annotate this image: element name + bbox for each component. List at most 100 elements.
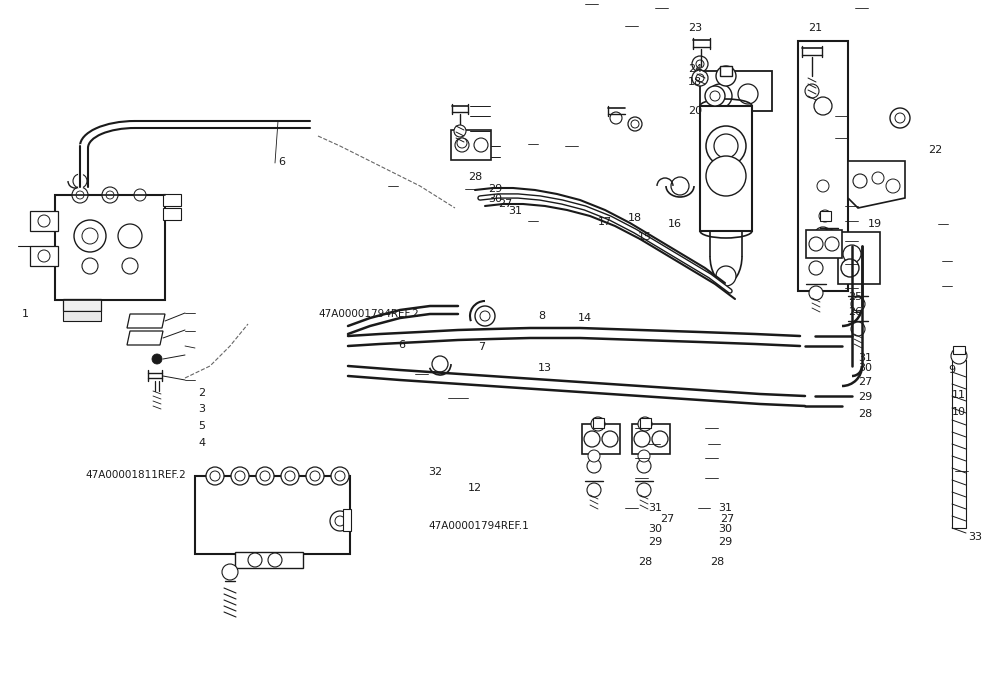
Text: 2: 2 [198,389,205,398]
Text: 30: 30 [718,524,732,533]
Text: 23: 23 [688,24,702,33]
Bar [952,360,966,528]
Bar [235,552,303,568]
Circle shape [708,84,732,108]
Text: 47A00001811REF.2: 47A00001811REF.2 [85,470,186,479]
Circle shape [260,471,270,481]
Polygon shape [848,161,905,208]
Text: 5: 5 [198,421,205,431]
Circle shape [268,553,282,567]
Text: 17: 17 [598,217,612,226]
Circle shape [588,450,600,462]
Text: 29: 29 [858,393,872,402]
Circle shape [454,125,466,137]
Circle shape [814,227,832,245]
Circle shape [671,177,689,195]
Circle shape [895,113,905,123]
Bar [953,346,965,354]
Text: 30: 30 [858,364,872,373]
Circle shape [853,174,867,188]
Bar [30,211,58,231]
Circle shape [610,112,622,124]
Text: 28: 28 [858,409,872,418]
Text: 4: 4 [198,438,205,448]
Polygon shape [127,331,163,345]
Text: 28: 28 [638,558,652,567]
Text: 31: 31 [858,354,872,363]
Text: 30: 30 [488,195,502,204]
Bar [798,41,848,291]
Circle shape [814,97,832,115]
Circle shape [591,417,605,431]
Text: 29: 29 [488,185,502,194]
Circle shape [306,467,324,485]
Circle shape [335,471,345,481]
Circle shape [72,187,88,203]
Circle shape [38,250,50,262]
Text: 6: 6 [278,158,285,167]
Circle shape [73,174,87,188]
Circle shape [822,229,836,243]
Circle shape [696,74,704,82]
Text: 7: 7 [478,342,485,352]
Text: 13: 13 [538,364,552,373]
Circle shape [890,108,910,128]
Circle shape [602,431,618,447]
Circle shape [851,297,865,311]
Text: 18: 18 [628,213,642,222]
Circle shape [823,238,835,250]
Bar [593,418,604,428]
Circle shape [706,156,746,196]
Bar [55,195,165,300]
Circle shape [331,467,349,485]
Circle shape [584,431,600,447]
Circle shape [692,70,708,86]
Bar [806,230,842,258]
Text: 47A00001794REF.1: 47A00001794REF.1 [428,521,529,531]
Circle shape [716,266,736,286]
Bar [632,424,670,454]
Circle shape [692,56,708,72]
Circle shape [480,311,490,321]
Text: 11: 11 [952,391,966,400]
Circle shape [825,237,839,251]
Circle shape [851,322,865,336]
Circle shape [474,138,488,152]
Text: 25: 25 [848,293,862,302]
Circle shape [652,431,668,447]
Text: 47A00001794REF.2: 47A00001794REF.2 [318,310,419,319]
Text: 27: 27 [660,514,674,524]
Circle shape [82,258,98,274]
Bar [640,418,651,428]
Bar [720,66,732,76]
Text: 28: 28 [710,558,724,567]
Text: 15: 15 [638,232,652,241]
Text: 19: 19 [868,220,882,229]
Text: 20: 20 [688,106,702,116]
Circle shape [872,172,884,184]
Polygon shape [127,314,165,328]
Circle shape [335,516,345,526]
Text: 31: 31 [648,504,662,513]
Circle shape [38,215,50,227]
Circle shape [710,91,720,101]
Text: 27: 27 [498,199,512,209]
Text: 26: 26 [848,308,862,317]
Text: 31: 31 [718,504,732,513]
Bar [163,208,181,220]
Circle shape [106,191,114,199]
Bar [30,246,58,266]
Text: 29: 29 [718,537,732,547]
Circle shape [122,258,138,274]
Text: 10: 10 [952,408,966,417]
Text: 22: 22 [928,145,942,155]
Text: 31: 31 [508,206,522,216]
Text: 33: 33 [968,533,982,542]
Circle shape [696,60,704,68]
Bar [582,424,620,454]
Bar [451,130,491,160]
Circle shape [805,84,819,98]
Circle shape [248,553,262,567]
Bar [195,476,350,554]
Bar [63,299,101,311]
